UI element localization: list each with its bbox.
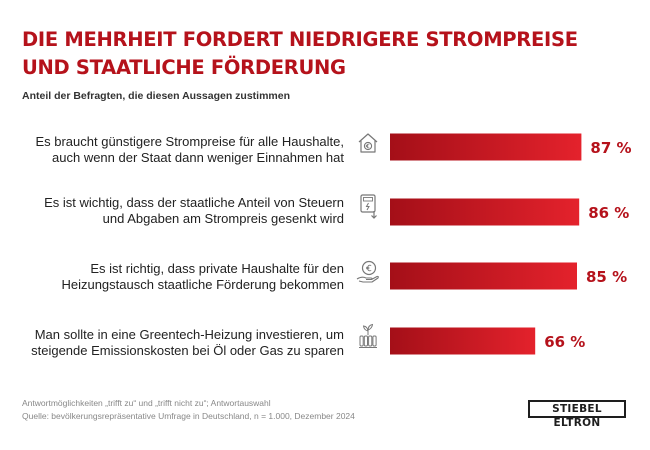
footnote-answers: Antwortmöglichkeiten „trifft zu“ und „tr… [22,398,271,408]
statement-3-line-1: Es ist richtig, dass private Haushalte f… [90,261,344,276]
statement-2-line-1: Es ist wichtig, dass der staatliche Ante… [44,195,344,210]
bar-value-label-1: 87 % [590,139,631,157]
bar-value-label-4: 66 % [544,333,585,351]
bar-value-label-3: 85 % [586,268,627,286]
brand-logo: STIEBEL ELTRON [528,400,626,429]
statement-3-line-2: Heizungstausch staatliche Förderung beko… [61,277,344,292]
house-euro-icon [358,133,378,153]
chart-title: DIE MEHRHEIT FORDERT NIEDRIGERE STROMPRE… [22,26,622,82]
hand-euro-coin-icon [356,260,379,283]
bar-2 [390,198,580,226]
chart-title-line-1: DIE MEHRHEIT FORDERT NIEDRIGERE STROMPRE… [22,28,578,51]
statement-label-3: Es ist richtig, dass private Haushalte f… [14,261,344,293]
radiator-plant-icon [359,323,377,348]
statement-label-4: Man sollte in eine Greentech-Heizung inv… [14,327,344,359]
bar-4 [390,327,536,355]
bar-1 [390,133,582,161]
electricity-meter-down-icon [360,194,377,219]
chart-subtitle: Anteil der Befragten, die diesen Aussage… [22,90,291,102]
bar-group: 87 % 86 % 85 % 66 % [390,133,632,355]
bar-value-label-2: 86 % [588,204,629,222]
statement-4-line-2: steigende Emissionskosten bei Öl oder Ga… [31,343,344,358]
statement-label-2: Es ist wichtig, dass der staatliche Ante… [14,195,344,227]
statement-label-1: Es braucht günstigere Strompreise für al… [14,134,344,166]
bar-3 [390,262,577,290]
statement-4-line-1: Man sollte in eine Greentech-Heizung inv… [34,327,344,342]
chart-title-line-2: UND STAATLICHE FÖRDERUNG [22,56,346,79]
statement-2-line-2: und Abgaben am Strompreis gesenkt wird [102,211,344,226]
statement-1-line-1: Es braucht günstigere Strompreise für al… [35,134,344,149]
footnote-source: Quelle: bevölkerungsrepräsentative Umfra… [22,411,355,421]
statement-1-line-2: auch wenn der Staat dann weniger Einnahm… [52,150,344,165]
